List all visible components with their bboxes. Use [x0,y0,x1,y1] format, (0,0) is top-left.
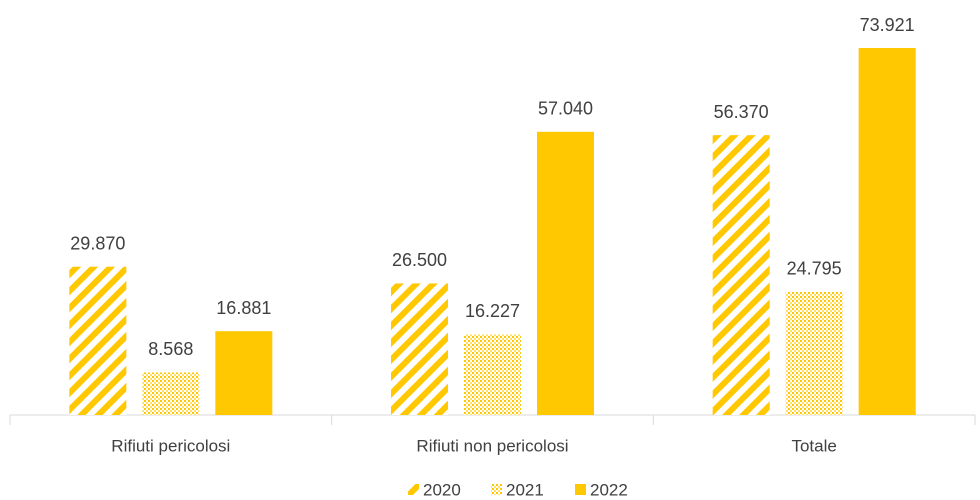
legend-swatch [408,484,419,495]
legend-label: 2021 [506,480,544,499]
legend-swatch [575,484,586,495]
data-label: 16.881 [216,298,271,318]
bar [537,131,594,415]
bar [858,48,916,415]
x-tick-label: Totale [791,436,836,455]
bar [142,372,200,415]
data-label: 57.040 [538,99,593,119]
data-label: 16.227 [465,301,520,321]
data-label: 56.370 [714,102,769,122]
bar [464,334,521,415]
data-label: 8.568 [148,339,193,359]
x-tick-label: Rifiuti non pericolosi [416,436,568,455]
data-label: 26.500 [392,250,447,270]
bar [215,331,273,415]
bar [69,266,127,415]
legend-label: 2022 [590,480,628,499]
x-tick-label: Rifiuti pericolosi [111,436,230,455]
legend-swatch [491,484,502,495]
data-label: 73.921 [860,15,915,35]
legend-label: 2020 [423,480,461,499]
data-label: 29.870 [70,233,125,253]
bar [712,135,770,416]
bar [785,291,843,415]
bar [391,283,448,415]
data-label: 24.795 [787,259,842,279]
